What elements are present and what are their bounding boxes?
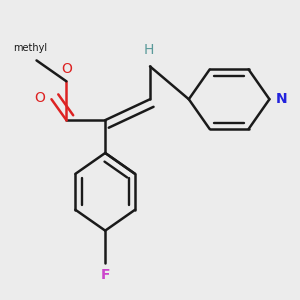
Text: methyl: methyl [14, 43, 48, 53]
Text: F: F [100, 268, 110, 282]
Text: N: N [276, 92, 288, 106]
Text: O: O [61, 62, 72, 76]
Text: H: H [143, 43, 154, 57]
Text: O: O [35, 91, 46, 105]
